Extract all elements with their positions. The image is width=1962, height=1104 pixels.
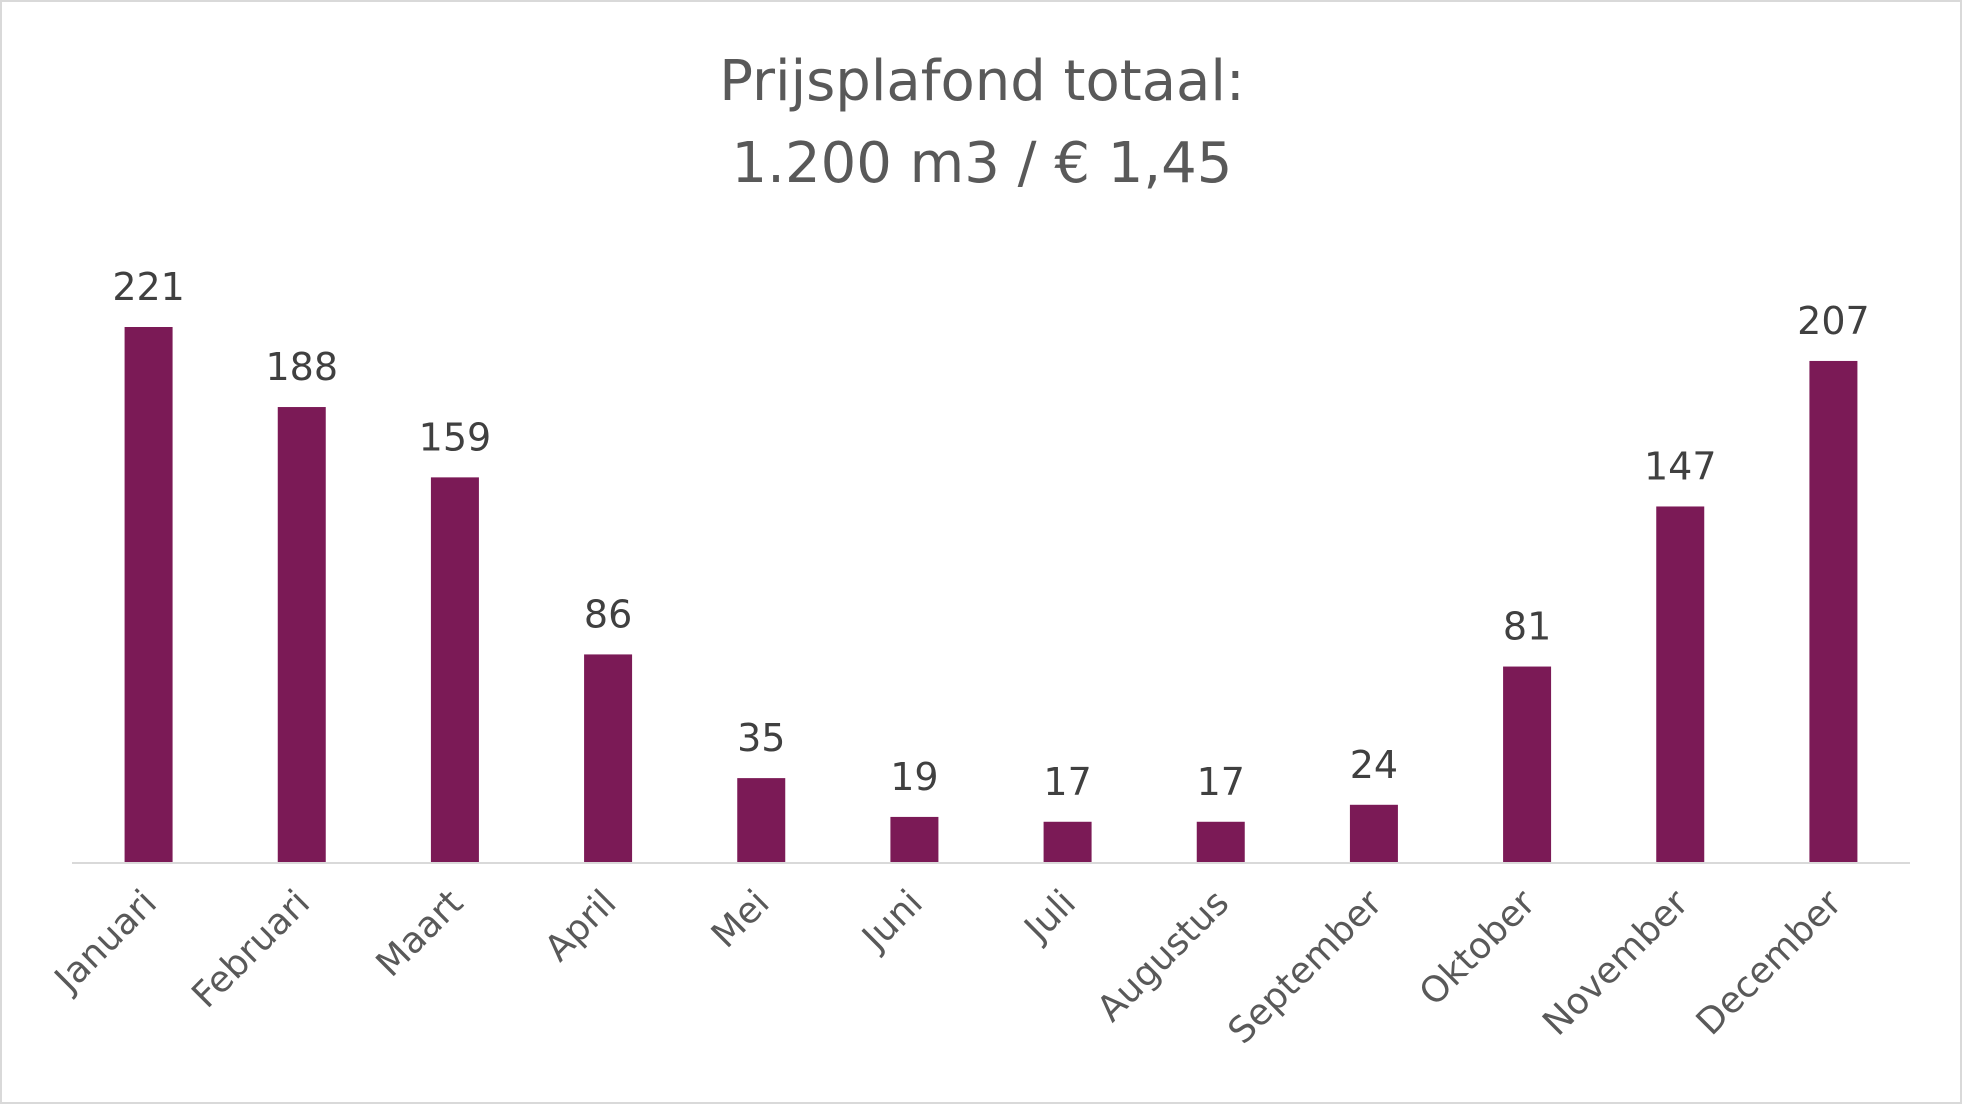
data-label-december: 207 xyxy=(1797,299,1870,343)
x-tick-label-november: November xyxy=(1535,882,1697,1044)
data-label-januari: 221 xyxy=(112,265,185,309)
bar-maart xyxy=(430,477,479,863)
data-label-juli: 17 xyxy=(1043,760,1091,804)
bar-november xyxy=(1656,506,1705,863)
x-tick-label-december: December xyxy=(1689,882,1850,1043)
chart-title-line-2: 1.200 m3 / € 1,45 xyxy=(732,131,1233,196)
data-label-september: 24 xyxy=(1350,743,1398,787)
bar-februari xyxy=(277,407,326,863)
x-tick-label-augustus: Augustus xyxy=(1090,882,1237,1029)
bar-juni xyxy=(890,816,939,863)
x-tick-label-oktober: Oktober xyxy=(1412,882,1544,1014)
x-tick-label-september: September xyxy=(1221,882,1391,1052)
x-tick-label-mei: Mei xyxy=(704,882,778,956)
data-label-juni: 19 xyxy=(890,755,938,799)
data-label-oktober: 81 xyxy=(1503,605,1551,649)
bars-group xyxy=(124,327,1858,863)
x-tick-label-april: April xyxy=(537,882,624,969)
bar-juli xyxy=(1043,821,1092,863)
x-tick-label-juli: Juli xyxy=(1016,882,1084,950)
chart-title-line-1: Prijsplafond totaal: xyxy=(719,49,1245,114)
x-tick-label-januari: Januari xyxy=(46,882,165,1001)
x-tick-label-maart: Maart xyxy=(369,882,472,985)
bar-april xyxy=(584,654,633,863)
bar-augustus xyxy=(1196,821,1245,863)
data-label-februari: 188 xyxy=(265,345,338,389)
x-tick-labels-group: Januari Februari Maart April Mei Juni Juli Augu… xyxy=(46,882,1850,1052)
bar-januari xyxy=(124,327,173,863)
bar-oktober xyxy=(1503,666,1552,863)
data-label-april: 86 xyxy=(584,592,632,636)
data-label-augustus: 17 xyxy=(1197,760,1245,804)
x-tick-label-februari: Februari xyxy=(184,882,318,1016)
data-label-maart: 159 xyxy=(419,415,492,459)
x-tick-label-juni: Juni xyxy=(854,882,931,959)
data-label-mei: 35 xyxy=(737,716,785,760)
bar-mei xyxy=(737,778,786,863)
data-labels-group: 221 188 159 86 35 19 17 17 24 81 147 207 xyxy=(112,265,1869,804)
bar-september xyxy=(1349,804,1398,863)
data-label-november: 147 xyxy=(1644,444,1717,488)
bar-december xyxy=(1809,360,1858,863)
